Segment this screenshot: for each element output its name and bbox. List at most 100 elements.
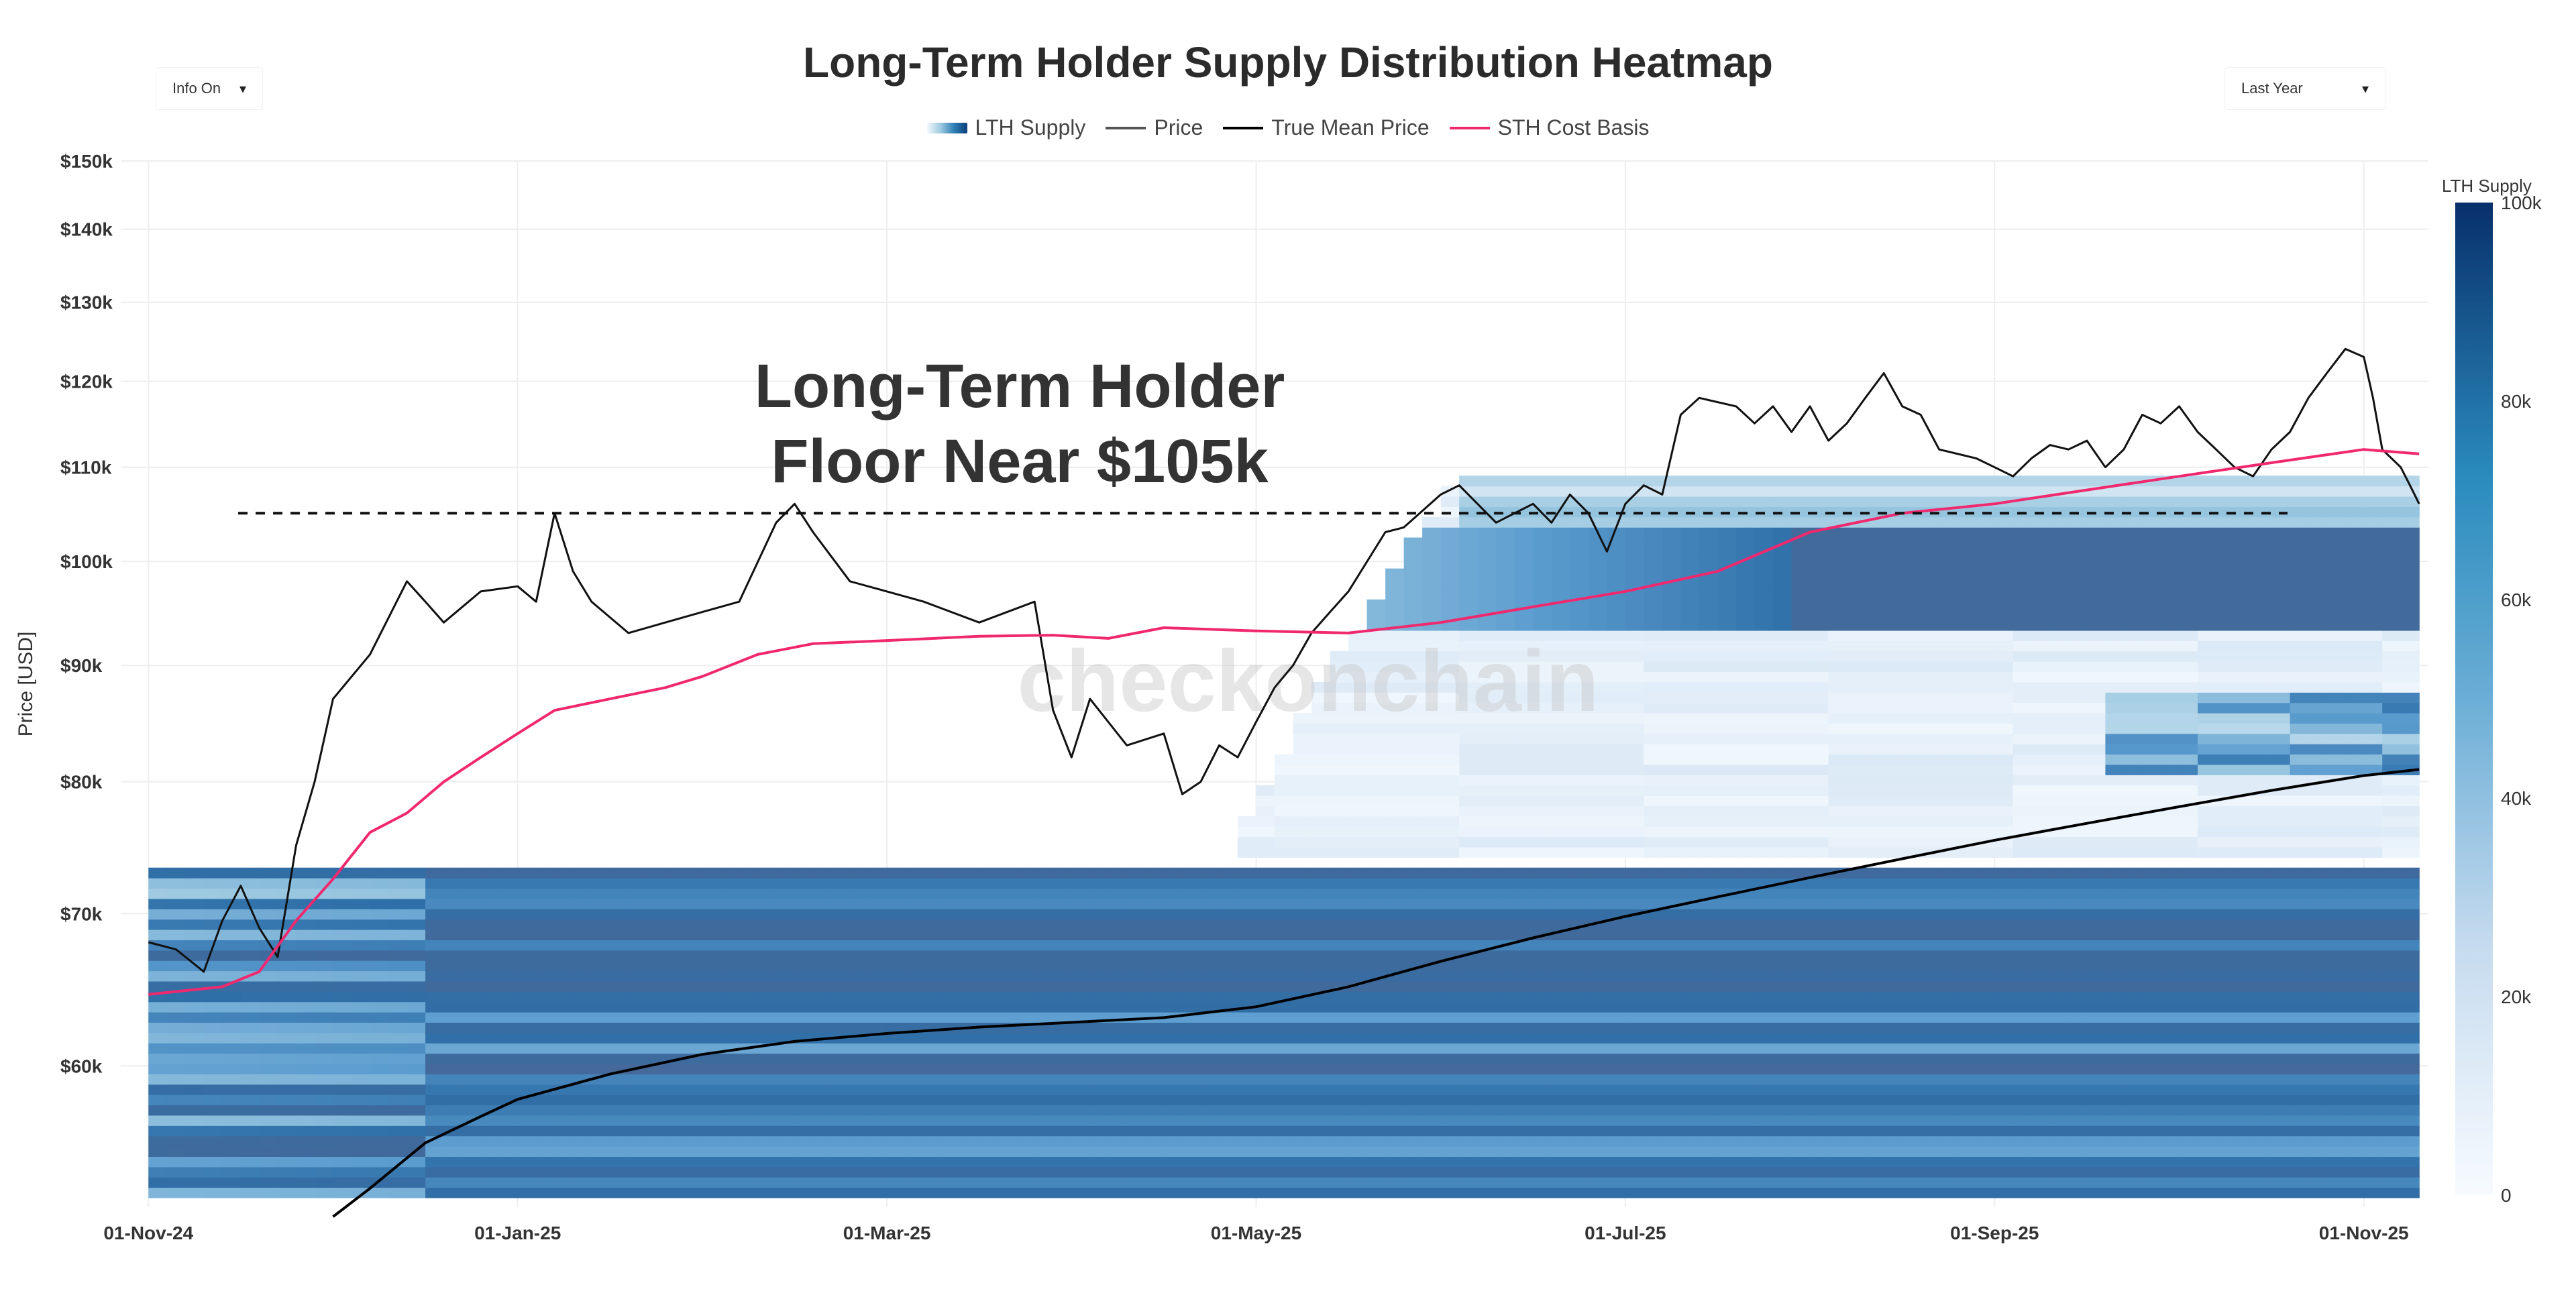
heatmap-cell xyxy=(1570,1043,1589,1054)
heatmap-cell xyxy=(2290,1043,2309,1054)
heatmap-cell xyxy=(2198,785,2217,796)
heatmap-cell xyxy=(2290,754,2309,765)
heatmap-cell xyxy=(961,888,980,899)
heatmap-cell xyxy=(1533,1084,1552,1095)
heatmap-cell xyxy=(1865,1094,1884,1106)
heatmap-cell xyxy=(517,878,537,889)
heatmap-cell xyxy=(2049,1135,2069,1147)
heatmap-cell xyxy=(2345,1022,2365,1033)
heatmap-cell xyxy=(998,1125,1017,1137)
info-toggle-dropdown[interactable]: Info On ▾ xyxy=(156,67,263,110)
heatmap-cell xyxy=(1440,888,1460,899)
chevron-down-icon: ▾ xyxy=(2361,81,2369,97)
heatmap-cell xyxy=(1311,723,1331,734)
heatmap-cell xyxy=(1237,1063,1257,1074)
heatmap-cell xyxy=(591,960,610,972)
heatmap-cell xyxy=(407,1166,426,1178)
heatmap-cell xyxy=(2308,1105,2328,1116)
heatmap-cell xyxy=(775,1115,796,1126)
heatmap-cell xyxy=(1034,1001,1054,1013)
heatmap-cell xyxy=(868,1166,888,1178)
heatmap-cell xyxy=(2216,744,2235,755)
heatmap-cell xyxy=(1754,1115,1774,1126)
heatmap-cell xyxy=(610,878,629,889)
heatmap-cell xyxy=(702,1166,721,1178)
heatmap-cell xyxy=(2142,940,2161,951)
heatmap-cell xyxy=(2160,764,2180,775)
heatmap-cell xyxy=(1607,888,1626,899)
heatmap-cell xyxy=(203,1022,223,1033)
heatmap-cell xyxy=(1644,1084,1663,1095)
heatmap-cell xyxy=(2142,1022,2161,1033)
heatmap-cell xyxy=(1680,1156,1700,1168)
heatmap-cell xyxy=(702,980,721,992)
date-range-dropdown[interactable]: Last Year ▾ xyxy=(2224,67,2385,110)
heatmap-cell xyxy=(480,898,500,909)
heatmap-cell xyxy=(1053,1022,1072,1033)
heatmap-cell xyxy=(1570,754,1589,765)
heatmap-cell xyxy=(720,1125,740,1137)
heatmap-cell xyxy=(480,1001,500,1013)
heatmap-cell xyxy=(1200,940,1220,951)
heatmap-cell xyxy=(1514,1032,1534,1044)
heatmap-cell xyxy=(2012,1032,2032,1044)
heatmap-cell xyxy=(2086,991,2106,1003)
heatmap-cell xyxy=(1588,744,1607,755)
heatmap-cell xyxy=(296,1001,315,1013)
heatmap-cell xyxy=(610,950,629,961)
heatmap-cell xyxy=(1754,826,1774,838)
legend-item-price[interactable]: Price xyxy=(1106,115,1203,140)
heatmap-cell xyxy=(407,991,426,1003)
heatmap-cell xyxy=(1588,980,1607,992)
heatmap-cell xyxy=(2123,836,2143,848)
legend-item-true-mean-price[interactable]: True Mean Price xyxy=(1223,115,1430,140)
heatmap-cell xyxy=(1773,1012,1792,1023)
heatmap-cell xyxy=(1865,909,1884,920)
heatmap-cell xyxy=(1570,1001,1589,1013)
heatmap-cell xyxy=(850,980,869,992)
legend-item-sth-cost-basis[interactable]: STH Cost Basis xyxy=(1449,115,1649,140)
heatmap-cell xyxy=(499,1074,519,1085)
heatmap-cell xyxy=(924,1001,943,1013)
heatmap-cell xyxy=(1754,950,1774,961)
heatmap-cell xyxy=(1275,1156,1294,1168)
heatmap-cell xyxy=(1533,1166,1552,1178)
heatmap-cell xyxy=(1588,826,1607,838)
heatmap-cell xyxy=(407,1187,426,1198)
heatmap-cell xyxy=(1034,919,1054,930)
heatmap-cell xyxy=(628,1022,647,1033)
heatmap-cell xyxy=(831,930,851,940)
heatmap-cell xyxy=(1588,1063,1607,1074)
heatmap-cell xyxy=(1810,775,1829,786)
heatmap-cell xyxy=(259,919,278,930)
heatmap-cell xyxy=(2105,1032,2125,1044)
heatmap-cell xyxy=(203,867,223,879)
heatmap-cell xyxy=(1459,1187,1479,1198)
heatmap-cell xyxy=(2142,898,2161,909)
heatmap-cell xyxy=(1219,1053,1238,1064)
heatmap-cell xyxy=(2160,1084,2180,1095)
heatmap-cell xyxy=(2363,764,2383,775)
heatmap-cell xyxy=(388,1094,408,1106)
heatmap-cell xyxy=(1902,909,1921,920)
heatmap-cell xyxy=(924,1146,943,1157)
heatmap-cell xyxy=(1533,692,1552,704)
heatmap-cell xyxy=(1994,692,2014,704)
heatmap-cell xyxy=(2068,846,2088,858)
heatmap-cell xyxy=(1921,960,1940,972)
heatmap-cell xyxy=(1680,712,1700,724)
heatmap-cell xyxy=(1348,867,1368,879)
heatmap-cell xyxy=(998,1156,1017,1168)
heatmap-cell xyxy=(1311,744,1331,755)
heatmap-cell xyxy=(1422,980,1442,992)
heatmap-cell xyxy=(203,1043,223,1054)
heatmap-cell xyxy=(720,878,740,889)
heatmap-cell xyxy=(1976,909,1995,920)
legend-item-lth-supply[interactable]: LTH Supply xyxy=(926,115,1085,140)
heatmap-cell xyxy=(1828,846,1847,858)
heatmap-cell xyxy=(1680,846,1700,858)
heatmap-cell xyxy=(1699,930,1719,940)
heatmap-cell xyxy=(1662,888,1682,899)
heatmap-cell xyxy=(407,1043,426,1054)
heatmap-cell xyxy=(2086,1166,2106,1178)
